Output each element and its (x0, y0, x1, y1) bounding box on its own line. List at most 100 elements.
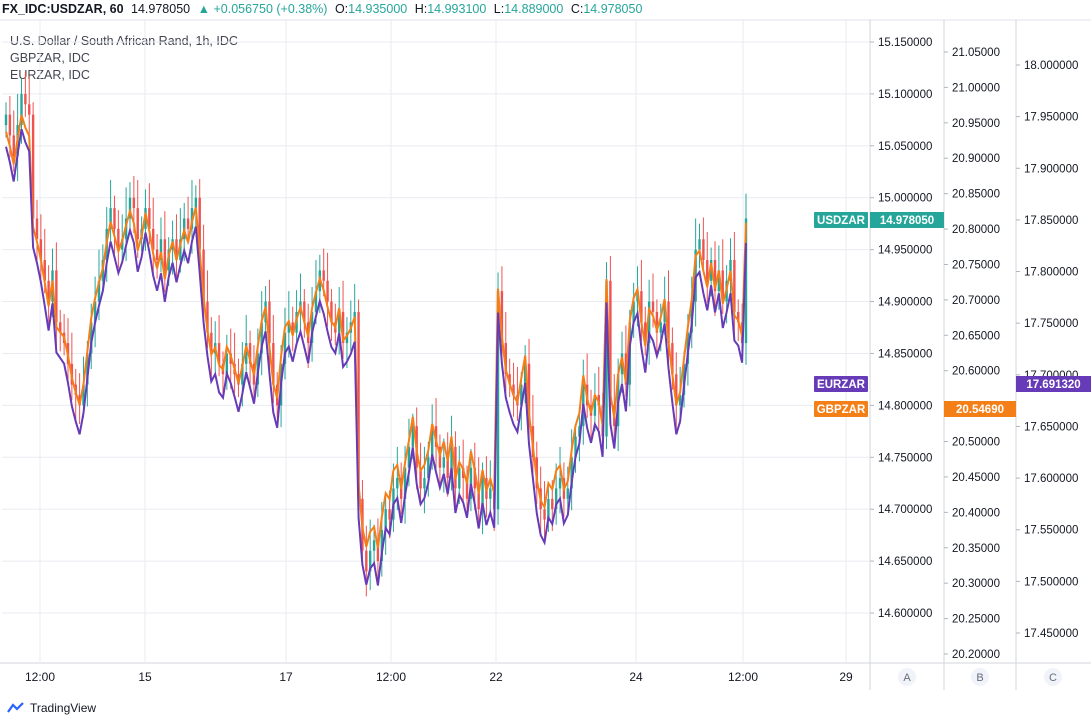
candle-body (132, 197, 136, 209)
candle-body (675, 374, 678, 406)
candle-body (113, 208, 116, 229)
y-tick-label: 20.70000 (952, 295, 1000, 307)
candle-body (744, 218, 748, 344)
candle-body (175, 239, 178, 261)
candle-body (314, 291, 318, 312)
candle-body (609, 280, 612, 406)
x-tick-label: 12:00 (728, 670, 758, 684)
x-tick-label: 22 (489, 670, 503, 684)
candle-body (376, 540, 380, 562)
candle-body (508, 374, 511, 385)
scale-button (1044, 668, 1062, 686)
candle-body (694, 249, 697, 302)
high-value: 14.993100 (427, 2, 487, 16)
y-tick-label: 18.000000 (1024, 60, 1078, 72)
candle-body (39, 239, 43, 261)
candle-body (500, 291, 504, 344)
candle-body (35, 218, 39, 240)
candle-body (647, 301, 651, 344)
badge-value-bg (1016, 376, 1091, 392)
candle-body (59, 322, 62, 333)
y-tick-label: 14.950000 (878, 245, 932, 257)
legend-gbpzar[interactable]: GBPZAR, IDC (10, 51, 90, 65)
candle-body (337, 311, 341, 333)
candle-body (717, 270, 721, 292)
candle-body (372, 540, 376, 551)
candle-body (450, 446, 453, 479)
tradingview-logo[interactable]: TradingView (6, 701, 96, 715)
candle-body (713, 260, 717, 292)
x-tick-label: 12:00 (25, 670, 55, 684)
candle-body (179, 239, 182, 261)
candle-body (12, 135, 15, 157)
up-arrow-icon: ▲ (197, 2, 210, 16)
candle-body (8, 114, 12, 136)
badge-value: 17.691320 (1026, 379, 1080, 391)
candle-body (551, 498, 554, 510)
candle-body (47, 280, 50, 302)
scale-button (971, 668, 989, 686)
candle-body (28, 104, 31, 115)
badge-value: 14.978050 (880, 215, 934, 227)
candle-body (357, 311, 360, 499)
y-tick-label: 20.60000 (952, 366, 1000, 378)
x-tick-label: 17 (279, 670, 293, 684)
candle-body (310, 311, 314, 344)
candle-body (245, 343, 248, 364)
candle-body (578, 426, 581, 437)
close-value: 14.978050 (583, 2, 643, 16)
candle-body (272, 343, 275, 385)
candle-body (566, 488, 569, 499)
symbol-label[interactable]: FX_IDC:USDZAR, 60 (2, 2, 124, 16)
y-tick-label: 17.900000 (1024, 163, 1078, 175)
candle-body (454, 446, 457, 489)
candle-body (322, 270, 325, 281)
candle-body (241, 363, 244, 385)
gbpzar-badge: GBPZAR 20.54690 (814, 401, 1016, 417)
y-tick-label: 20.35000 (952, 543, 1000, 555)
y-tick-label: 15.100000 (878, 89, 932, 101)
candle-body (570, 457, 573, 489)
candle-body (159, 239, 163, 261)
candle-body (326, 280, 329, 302)
candle-body (721, 270, 724, 302)
badge-value-bg (944, 401, 1016, 417)
candle-body (43, 260, 46, 281)
candle-body (388, 509, 391, 520)
badge-name-bg (814, 376, 868, 392)
candle-body (345, 332, 349, 344)
gbpzar-line (5, 114, 747, 549)
candle-body (24, 93, 27, 105)
candle-body (709, 260, 713, 281)
candle-body (558, 478, 562, 489)
candle-body (520, 384, 523, 406)
candle-body (109, 208, 112, 229)
y-tick-label: 15.150000 (878, 37, 932, 49)
candle-body (121, 239, 124, 250)
candle-body (655, 311, 659, 333)
candle-body (698, 239, 701, 250)
legend-main[interactable]: U.S. Dollar / South African Rand, 1h, ID… (10, 34, 238, 48)
candle-body (430, 426, 434, 458)
candle-body (554, 488, 558, 510)
candle-body (225, 353, 229, 375)
candle-body (260, 322, 263, 354)
candle-body (20, 93, 23, 126)
candle-body (380, 529, 384, 562)
candle-body (291, 322, 294, 333)
y-tick-label: 21.05000 (952, 47, 1000, 59)
candle-body (186, 218, 190, 229)
eurzar-badge: EURZAR 17.691320 (814, 376, 1091, 392)
scale-button (898, 668, 916, 686)
y-tick-label: 20.80000 (952, 224, 1000, 236)
usdzar-badge: USDZAR 14.978050 (814, 212, 944, 228)
candle-body (86, 353, 89, 385)
candle-body (481, 478, 484, 510)
candle-body (287, 322, 291, 333)
eurzar-line (5, 128, 747, 586)
y-tick-label: 15.050000 (878, 141, 932, 153)
price-change: +0.056750 (+0.38%) (213, 2, 328, 16)
legend-eurzar[interactable]: EURZAR, IDC (10, 68, 90, 82)
candle-body (4, 114, 8, 126)
